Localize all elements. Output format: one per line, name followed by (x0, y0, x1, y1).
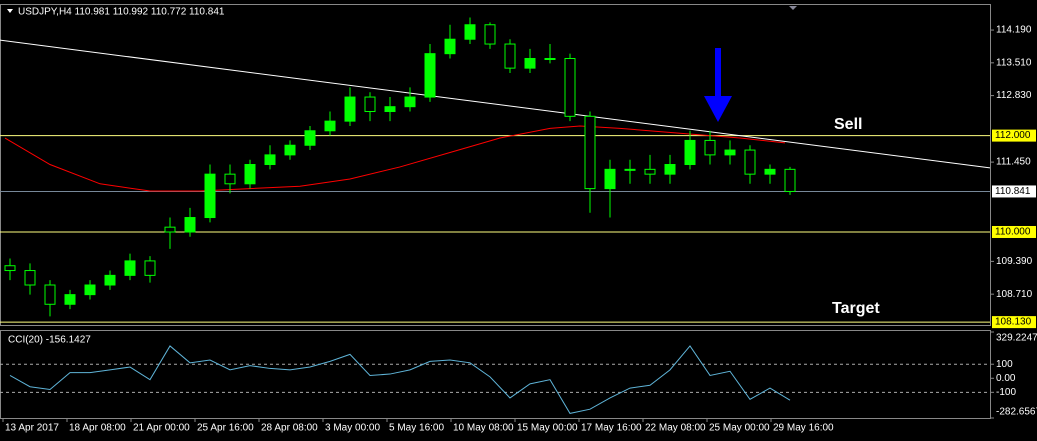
candle-body (104, 274, 116, 286)
price-tag-label: 110.841 (995, 186, 1031, 197)
candle-body (784, 168, 796, 192)
candle-body (64, 294, 76, 305)
candle-body (264, 154, 276, 166)
x-tick-label: 17 May 16:00 (581, 423, 642, 434)
candle-body (184, 217, 196, 233)
x-tick-label: 25 Apr 16:00 (197, 423, 254, 434)
main-frame (0, 4, 991, 326)
candle-body (424, 53, 436, 98)
candle-body (84, 284, 96, 296)
candle-body (284, 144, 296, 156)
price-tag (992, 225, 1036, 238)
candle-body (304, 130, 316, 146)
candle-body (704, 139, 716, 156)
x-tick-label: 13 Apr 2017 (5, 423, 59, 434)
candle-body (24, 270, 36, 286)
x-tick-label: 21 Apr 00:00 (133, 423, 190, 434)
price-tag (992, 185, 1036, 198)
candle-body (644, 168, 656, 175)
annotation: Target (832, 300, 880, 317)
candle-body (624, 168, 636, 171)
candle-body (684, 139, 696, 166)
x-tick-label: 25 May 00:00 (709, 423, 770, 434)
price-tag-label: 110.000 (995, 227, 1031, 238)
moving-average (4, 125, 786, 192)
y-tick-label: 111.450 (996, 157, 1031, 168)
cci-line (9, 345, 791, 414)
trendline (0, 39, 991, 169)
candle-body (344, 96, 356, 122)
candle-body (384, 106, 396, 113)
candle-body (544, 57, 556, 60)
candle-body (564, 57, 576, 117)
shift-marker (789, 6, 797, 10)
cci-frame (0, 330, 991, 419)
y-tick-label: -282.6567 (996, 407, 1037, 418)
candle-body (764, 168, 776, 175)
candle-body (4, 265, 16, 272)
x-tick-label: 5 May 16:00 (389, 423, 444, 434)
x-tick-label: 18 Apr 08:00 (69, 423, 126, 434)
price-tag (992, 129, 1036, 142)
candle-body (444, 38, 456, 55)
x-tick-label: 22 May 08:00 (645, 423, 706, 434)
arrow (704, 48, 732, 122)
candle-body (224, 173, 236, 185)
y-tick-label: 112.830 (996, 90, 1032, 101)
y-tick-label: 108.710 (996, 289, 1033, 300)
candle-body (144, 260, 156, 276)
menu-triangle (7, 9, 13, 13)
y-tick-label: 109.390 (996, 256, 1033, 267)
y-tick-label: 114.190 (996, 25, 1032, 36)
chart-title: USDJPY,H4 110.981 110.992 110.772 110.84… (18, 7, 225, 18)
candle-body (484, 24, 496, 45)
y-tick-label: 100 (996, 359, 1013, 370)
candle-body (664, 164, 676, 175)
y-tick-label: 329.2247 (996, 333, 1037, 344)
candle-body (324, 120, 336, 132)
x-tick-label: 15 May 00:00 (517, 423, 578, 434)
price-tag-label: 108.130 (995, 317, 1032, 328)
price-tag-label: 112.000 (995, 130, 1031, 141)
price-tag (992, 316, 1036, 329)
candle-body (404, 96, 416, 108)
annotation: Sell (834, 116, 862, 133)
cci-title: CCI(20) -156.1427 (8, 335, 91, 346)
y-tick-label: 113.510 (996, 57, 1032, 68)
y-tick-label: -100 (996, 387, 1016, 398)
candle-body (504, 43, 516, 69)
candle-body (604, 168, 616, 190)
candle-body (584, 115, 596, 190)
candle-body (124, 260, 136, 276)
candle-body (244, 164, 256, 185)
x-tick-label: 10 May 08:00 (453, 423, 514, 434)
candle-body (524, 57, 536, 69)
x-tick-label: 3 May 00:00 (325, 423, 380, 434)
x-tick-label: 28 Apr 08:00 (261, 423, 318, 434)
candle-body (204, 173, 216, 219)
candle-body (44, 284, 56, 305)
candle-body (164, 226, 176, 233)
candle-body (464, 24, 476, 40)
candle-body (744, 149, 756, 175)
x-tick-label: 29 May 16:00 (773, 423, 834, 434)
candle-body (724, 149, 736, 156)
candle-body (364, 96, 376, 113)
y-tick-label: 0.00 (996, 373, 1016, 384)
